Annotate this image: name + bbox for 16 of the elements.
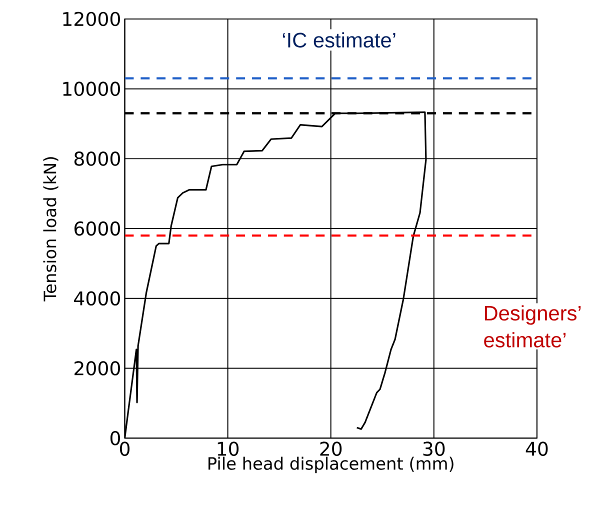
x-axis-title: Pile head displacement (mm) [208,456,454,474]
y-axis-title: Tension load (kN) [43,157,58,302]
y-tick-label: 10000 [63,82,120,96]
x-tick-label: 30 [423,442,445,456]
x-tick-label: 20 [320,442,342,456]
y-tick-label: 2000 [74,361,120,376]
y-tick-label: 12000 [63,12,120,26]
y-tick-label: 8000 [74,152,120,166]
y-tick-label: 6000 [74,221,120,236]
annotation: ‘IC estimate’ [282,32,396,48]
x-tick-label: 0 [120,442,130,456]
annotation: Designers’ estimate’ [484,305,581,348]
x-tick-label: 10 [218,442,239,456]
y-tick-label: 0 [110,431,120,446]
y-tick-label: 4000 [74,291,120,306]
x-tick-label: 40 [526,442,548,456]
